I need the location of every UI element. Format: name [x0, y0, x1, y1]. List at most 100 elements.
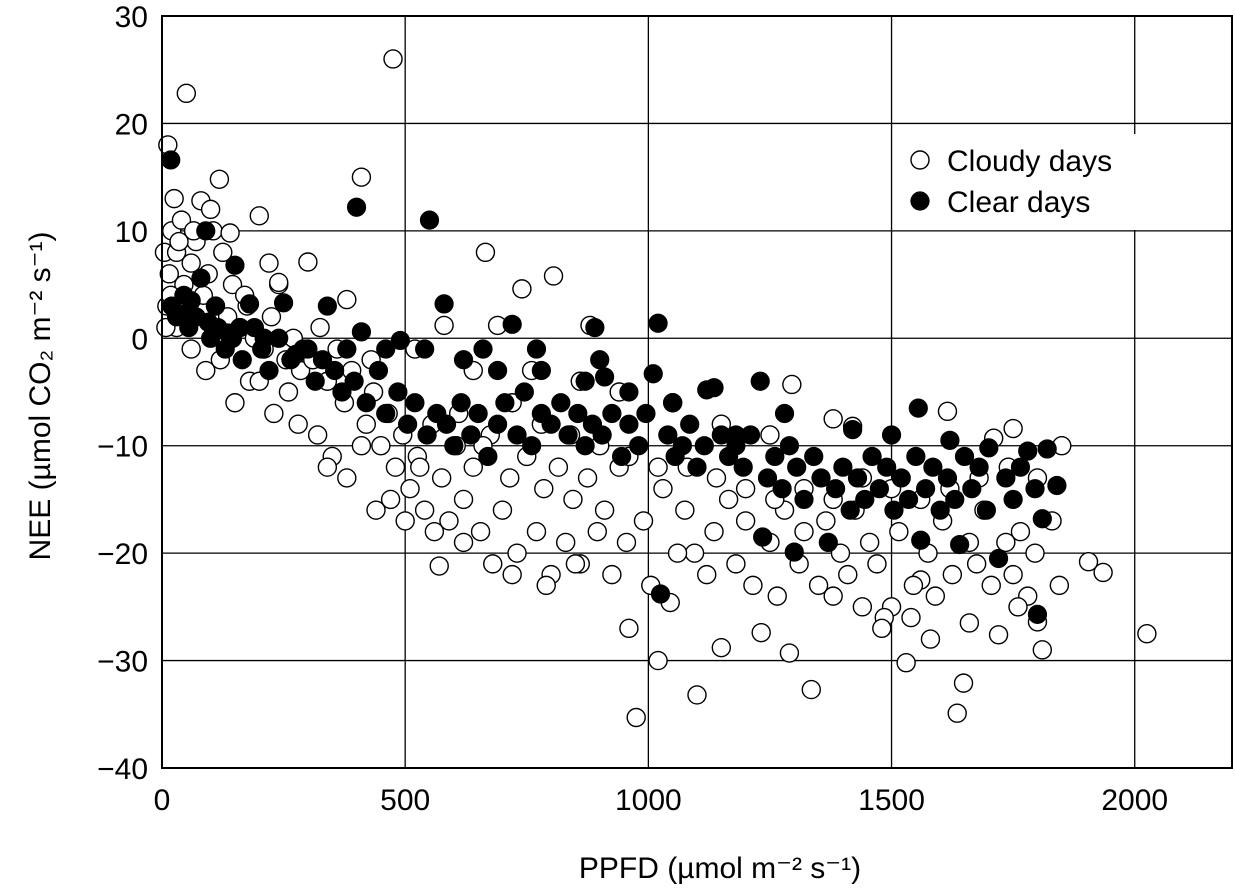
- cloudy-day-point: [356, 414, 376, 434]
- cloudy-day-point: [492, 500, 513, 520]
- cloudy-day-point: [751, 622, 771, 643]
- cloudy-day-point: [823, 586, 843, 606]
- clear-day-point: [398, 414, 418, 434]
- clear-day-point: [906, 446, 926, 467]
- cloudy-day-point: [852, 597, 873, 617]
- clear-day-point: [619, 414, 639, 434]
- clear-day-point: [940, 430, 960, 450]
- clear-day-point: [979, 438, 999, 458]
- clear-day-point: [356, 393, 376, 413]
- cloudy-day-point: [794, 521, 814, 542]
- clear-day-point: [847, 468, 868, 488]
- cloudy-day-point: [400, 478, 420, 499]
- clear-day-point: [969, 457, 989, 477]
- clear-day-point: [495, 393, 515, 413]
- clear-day-point: [405, 393, 425, 413]
- clear-day-point: [568, 403, 588, 424]
- cloudy-day-point: [735, 511, 756, 531]
- cloudy-day-point: [648, 650, 668, 671]
- series-cloudy-days: [154, 49, 1157, 728]
- cloudy-day-point: [942, 564, 963, 585]
- clear-day-point: [672, 436, 693, 456]
- cloudy-day-point: [563, 489, 583, 510]
- x-tick-label: 0: [154, 784, 171, 817]
- clear-day-point: [468, 403, 488, 424]
- cloudy-day-point: [808, 575, 829, 596]
- cloudy-day-point: [996, 532, 1016, 553]
- clear-day-point: [376, 339, 396, 359]
- cloudy-day-point: [512, 279, 532, 299]
- cloudy-day-point: [565, 554, 586, 574]
- clear-day-point: [417, 425, 437, 445]
- cloudy-day-point: [1025, 543, 1045, 563]
- clear-day-point: [988, 548, 1009, 569]
- cloudy-day-point: [823, 409, 843, 429]
- cloudy-day-point: [735, 478, 756, 499]
- cloudy-day-point: [959, 613, 980, 633]
- clear-day-point: [629, 436, 649, 456]
- y-tick-label: −10: [97, 431, 148, 464]
- cloudy-day-point: [249, 206, 269, 226]
- clear-day-point: [911, 530, 931, 550]
- clear-day-point: [954, 446, 975, 467]
- clear-day-point: [1010, 457, 1031, 477]
- cloudy-day-point: [337, 289, 357, 310]
- cloudy-day-point: [653, 478, 673, 499]
- cloudy-day-point: [981, 575, 1001, 596]
- clear-day-point: [1003, 489, 1023, 510]
- clear-day-point: [254, 328, 274, 348]
- series-clear-days: [161, 150, 1067, 624]
- cloudy-day-point: [269, 272, 289, 293]
- clear-day-point: [225, 255, 245, 275]
- clear-day-point: [487, 414, 508, 434]
- clear-day-point: [191, 268, 211, 288]
- cloudy-day-point: [534, 478, 554, 499]
- cloudy-day-point: [209, 169, 230, 189]
- clear-day-point: [772, 479, 792, 499]
- clear-day-point: [451, 393, 471, 413]
- cloudy-day-point: [988, 625, 1009, 645]
- clear-day-point: [602, 403, 622, 424]
- clear-day-point: [575, 371, 595, 391]
- clear-day-point: [804, 446, 824, 467]
- cloudy-day-point: [1078, 552, 1099, 572]
- clear-day-point: [962, 479, 982, 499]
- clear-day-point: [784, 542, 804, 562]
- cloudy-day-point: [475, 242, 496, 263]
- clear-day-point: [855, 489, 875, 510]
- cloudy-day-point: [196, 360, 216, 381]
- clear-day-point: [461, 425, 481, 445]
- cloudy-day-point: [264, 403, 284, 424]
- cloudy-day-point: [410, 457, 430, 477]
- cloudy-day-point: [1003, 418, 1023, 439]
- cloudy-day-point: [261, 307, 282, 327]
- cloudy-day-point: [536, 575, 556, 596]
- clear-day-point: [558, 425, 578, 445]
- cloudy-day-point: [920, 629, 941, 649]
- y-tick-label: 0: [131, 323, 148, 356]
- clear-day-point: [312, 350, 333, 370]
- clear-day-point: [1047, 475, 1067, 496]
- cloudy-day-point: [159, 264, 179, 284]
- cloudy-day-point: [483, 554, 503, 574]
- clear-day-point: [205, 296, 226, 316]
- cloudy-day-point: [278, 382, 299, 402]
- cloudy-day-point: [526, 521, 547, 542]
- cloudy-day-point: [594, 500, 615, 520]
- x-tick-label: 2000: [1101, 784, 1168, 817]
- cloudy-day-point: [889, 521, 909, 542]
- clear-day-point: [650, 584, 671, 604]
- cloudy-day-point: [380, 489, 401, 510]
- cloudy-day-point: [587, 521, 607, 542]
- cloudy-day-point: [439, 511, 459, 531]
- clear-day-point: [325, 360, 345, 381]
- clear-day-point: [415, 339, 435, 359]
- clear-day-point: [453, 350, 474, 370]
- clear-day-point: [648, 313, 668, 333]
- cloudy-day-point: [838, 564, 858, 585]
- clear-day-point: [658, 425, 678, 445]
- clear-day-point: [1025, 479, 1045, 499]
- cloudy-day-point: [743, 575, 763, 596]
- cloudy-day-point: [1010, 521, 1031, 542]
- clear-day-point: [930, 500, 950, 520]
